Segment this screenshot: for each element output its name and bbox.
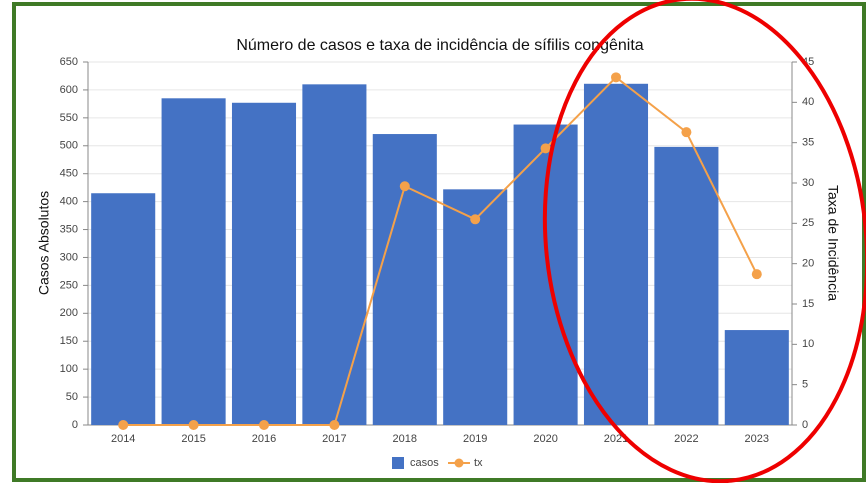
x-tick-label: 2018 <box>393 433 417 445</box>
y-tick-label: 350 <box>60 223 78 235</box>
y-tick-label: 650 <box>60 56 78 68</box>
marker <box>681 127 692 138</box>
marker <box>329 420 340 430</box>
y2-tick-label: 40 <box>802 96 814 108</box>
marker <box>188 420 199 430</box>
x-tick-label: 2017 <box>322 433 346 445</box>
bar <box>654 146 719 425</box>
y2-tick-label: 25 <box>802 217 814 229</box>
y-tick-label: 50 <box>66 391 78 403</box>
marker <box>540 143 551 154</box>
bar <box>161 98 226 426</box>
line <box>123 75 758 426</box>
marker <box>470 214 481 225</box>
marker <box>118 420 129 430</box>
y2-tick-label: 10 <box>802 338 814 350</box>
x-tick-label: 2016 <box>252 433 276 445</box>
x-tick-label: 2020 <box>533 433 557 445</box>
y-tick-label: 500 <box>60 140 78 152</box>
y-tick-label: 600 <box>60 84 78 96</box>
bar <box>372 134 437 425</box>
y2-tick-label: 20 <box>802 258 814 270</box>
x-tick-label: 2022 <box>674 433 698 445</box>
y2-tick-label: 5 <box>802 379 808 391</box>
y-tick-label: 550 <box>60 112 78 124</box>
y-tick-label: 450 <box>60 168 78 180</box>
y2-tick-label: 0 <box>802 419 808 431</box>
frame <box>12 2 866 482</box>
bar <box>302 84 367 425</box>
legend-marker <box>454 458 464 468</box>
x-tick-label: 2019 <box>463 433 487 445</box>
y2-tick-label: 30 <box>802 177 814 189</box>
marker <box>751 269 762 280</box>
marker <box>611 72 621 83</box>
y-tick-label: 0 <box>72 419 78 431</box>
legend-label: tx <box>474 457 483 469</box>
legend-label: casos <box>410 457 439 469</box>
bar <box>513 124 578 425</box>
y-tick-label: 250 <box>60 279 78 291</box>
y2-axis-label: Taxa de Incidência <box>825 185 841 301</box>
bar <box>443 189 508 425</box>
y-axis-label: Casos Absolutos <box>36 191 52 295</box>
y2-tick-label: 15 <box>802 298 814 310</box>
marker <box>399 181 410 192</box>
y2-tick-label: 35 <box>802 137 814 149</box>
bar <box>724 330 789 425</box>
marker <box>259 420 269 430</box>
bar <box>231 102 297 425</box>
x-tick-label: 2014 <box>111 433 135 445</box>
y-tick-label: 100 <box>60 363 78 375</box>
chart-title: Número de casos e taxa de incidência de … <box>236 37 643 54</box>
plot: 0 50 100 150 200 250 300 350 400 450 500 550 600 650 0… <box>60 56 815 445</box>
bar <box>91 193 156 425</box>
legend-swatch <box>392 457 404 469</box>
y-tick-label: 300 <box>60 251 78 263</box>
x-tick-label: 2015 <box>181 433 205 445</box>
highlight-ellipse <box>542 0 866 484</box>
y-tick-label: 200 <box>60 307 78 319</box>
y-tick-label: 400 <box>60 196 78 208</box>
bar <box>583 83 649 425</box>
x-tick-label: 2023 <box>745 433 769 445</box>
y-tick-label: 150 <box>60 335 78 347</box>
